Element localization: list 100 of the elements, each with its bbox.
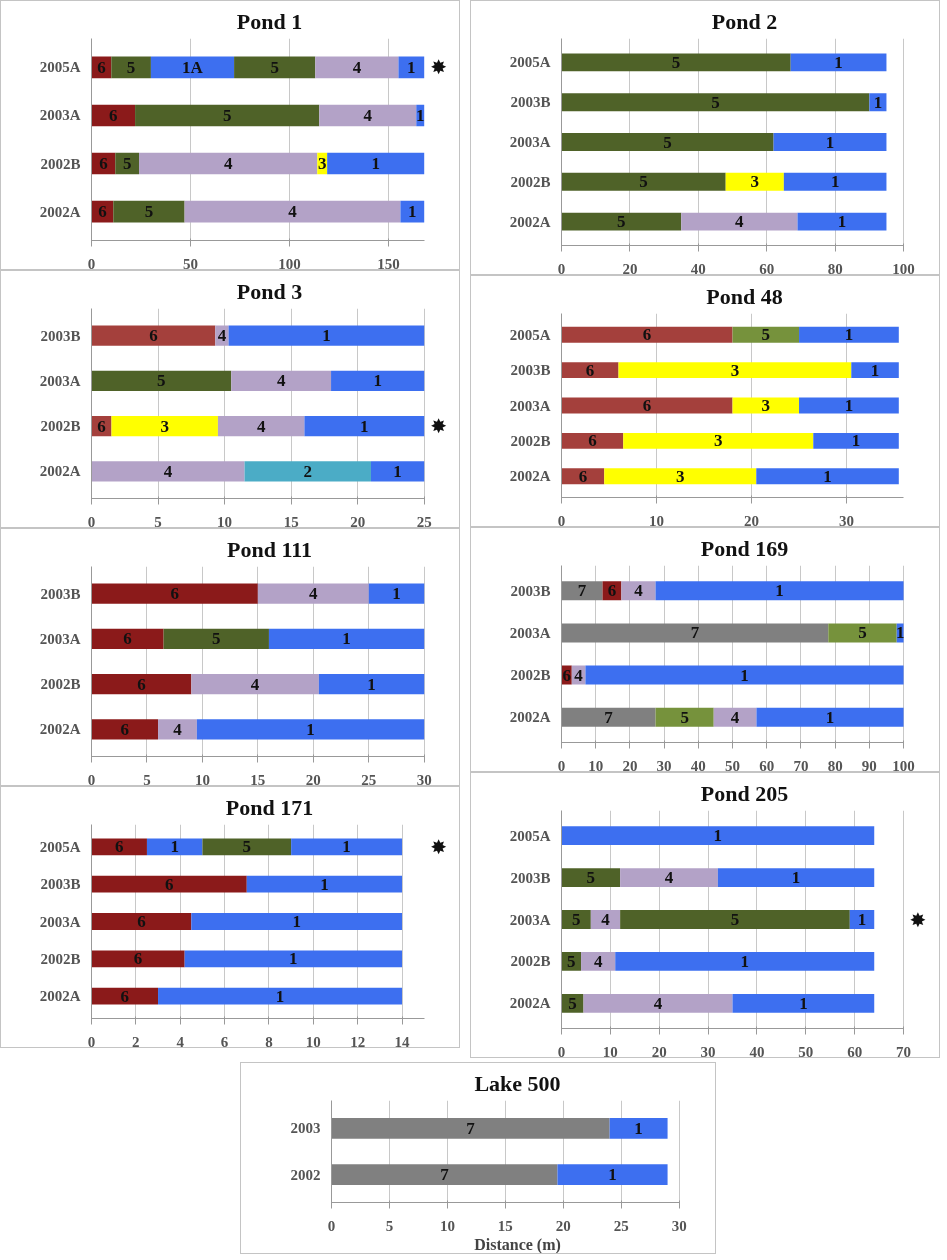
bar: [813, 432, 899, 449]
series-label: 6: [114, 837, 124, 857]
x-axis-title: Distance (m): [474, 1235, 561, 1254]
bar: [713, 707, 757, 727]
text: 1: [360, 416, 369, 436]
bar: [585, 665, 904, 685]
bar: [315, 56, 399, 79]
text: 6: [97, 416, 106, 436]
y-tick-label: 2002A: [509, 995, 551, 1012]
text: ✸: [430, 55, 447, 80]
chart-title: Pond 48: [706, 283, 783, 309]
y-tick-label: 2003B: [40, 327, 81, 344]
x-tick-label: 14: [394, 1033, 411, 1050]
text: 6: [562, 665, 571, 685]
text: 4: [653, 993, 663, 1013]
y-tick-label: 2002A: [509, 468, 551, 485]
bar: [331, 1117, 610, 1139]
text: 1: [830, 172, 840, 192]
y-tick-label: 2005A: [39, 59, 81, 76]
y-tick-label: 2003A: [39, 372, 81, 389]
text: 1: [823, 466, 832, 486]
bar: [790, 53, 887, 72]
text: 5: [122, 154, 132, 174]
text: 5: [126, 57, 136, 77]
bar: [370, 461, 425, 482]
bar: [655, 581, 904, 601]
text: 1: [740, 665, 749, 685]
y-tick-label: 2002A: [39, 721, 81, 738]
y-tick-label: 2002B: [40, 950, 81, 967]
x-tick-label: 20: [350, 513, 366, 530]
y-tick-label: 2003A: [39, 107, 81, 124]
bar: [135, 104, 320, 127]
x-tick-label: 90: [861, 757, 877, 774]
text: ✸: [909, 907, 927, 932]
chart-title: Pond 111: [227, 536, 312, 562]
text: 1: [371, 154, 380, 174]
series-label: 6: [585, 360, 595, 380]
y-tick-label: 2002B: [40, 676, 81, 693]
y-tick-label: 2002B: [510, 432, 551, 449]
text: 6: [120, 986, 130, 1006]
series-label: 3: [730, 360, 740, 380]
bar: [91, 950, 185, 968]
bar: [291, 838, 403, 856]
y-tick-label: 2005A: [509, 326, 551, 343]
x-tick-label: 0: [557, 512, 566, 529]
bar: [756, 468, 899, 485]
bar: [561, 623, 829, 643]
bar: [184, 950, 403, 968]
y-tick-label: 2003B: [510, 869, 551, 886]
text: 1: [844, 325, 854, 345]
y-tick-label: 2003A: [509, 134, 551, 150]
series-label: 4: [634, 581, 644, 601]
x-tick-label: 10: [649, 512, 665, 529]
series-label: 3: [750, 172, 760, 192]
text: 4: [574, 665, 583, 685]
bar: [91, 370, 232, 392]
series-label: 6: [149, 326, 158, 346]
text: 4: [223, 154, 233, 174]
bar: [111, 415, 218, 437]
text: 5: [617, 212, 626, 232]
bar: [246, 875, 403, 893]
x-tick-label: 15: [250, 771, 266, 788]
bar: [581, 951, 616, 971]
x-tick-label: 50: [725, 757, 741, 774]
text: 1: [825, 707, 835, 727]
text: 1: [851, 431, 861, 451]
x-tick-label: 60: [759, 260, 775, 277]
text: 1: [844, 396, 854, 415]
bar: [202, 838, 292, 856]
bar: [561, 432, 624, 449]
bar: [257, 583, 369, 604]
x-tick-label: 20: [305, 771, 321, 788]
y-tick-label: 2003A: [39, 913, 81, 930]
bar: [91, 719, 159, 740]
bar: [561, 826, 875, 846]
series-label: 5: [212, 629, 221, 649]
x-tick-label: 5: [154, 513, 162, 530]
x-tick-label: 0: [557, 757, 566, 774]
series-label: 4: [735, 212, 745, 232]
x-tick-label: 10: [194, 771, 210, 788]
text: 4: [730, 707, 740, 727]
y-tick-label: 2003A: [509, 397, 551, 414]
series-label: 5: [680, 707, 689, 727]
bar: [561, 868, 621, 888]
y-tick-label: 2003B: [510, 94, 551, 111]
text: 6: [120, 719, 130, 739]
text: 1: [407, 57, 416, 77]
bar: [196, 719, 425, 740]
bar: [158, 987, 403, 1005]
x-tick-label: 2: [132, 1033, 140, 1050]
x-tick-label: 4: [176, 1033, 185, 1050]
chart-title: Pond 3: [236, 278, 303, 304]
bar: [561, 172, 726, 191]
bar: [91, 875, 247, 893]
series-label: 4: [309, 584, 319, 604]
bar: [583, 993, 733, 1013]
x-tick-label: 10: [439, 1217, 455, 1234]
y-tick-label: 2003A: [39, 630, 81, 647]
bar: [150, 56, 235, 79]
bar: [331, 370, 425, 392]
